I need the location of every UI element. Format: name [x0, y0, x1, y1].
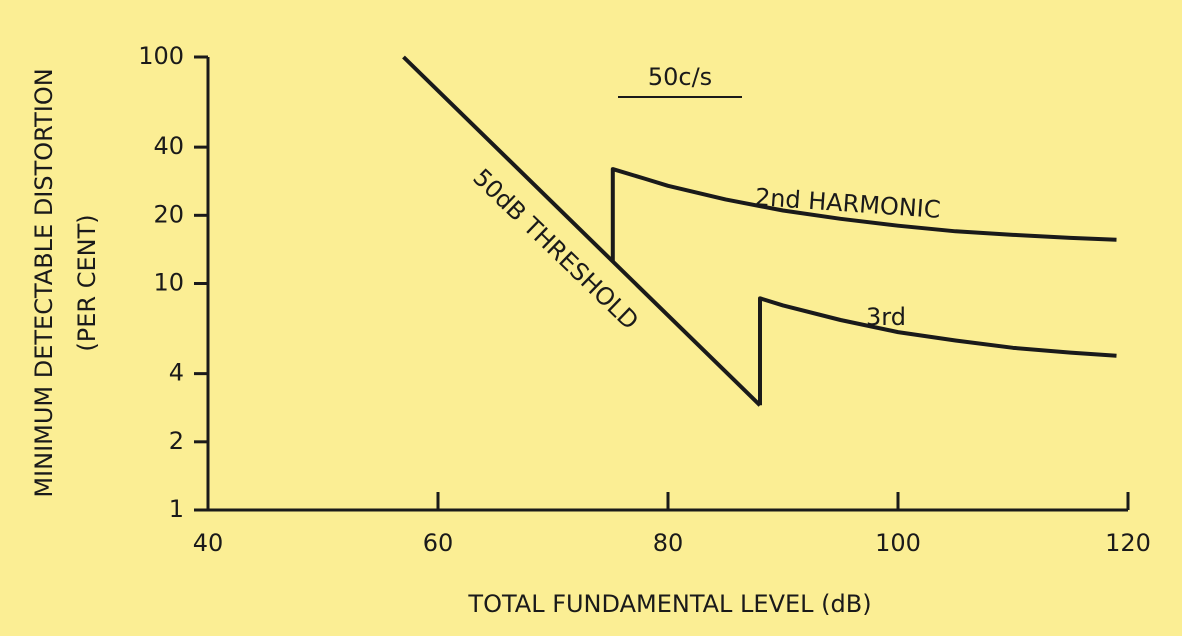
y-tick-label: 20	[153, 200, 184, 228]
y-tick-label: 1	[169, 495, 184, 523]
line	[758, 296, 1117, 406]
y-tick-label: 4	[169, 359, 184, 387]
x-tick-label: 40	[193, 529, 224, 557]
x-tick-label: 80	[653, 529, 684, 557]
y-tick-label: 100	[138, 42, 184, 70]
series-label: 50dB THRESHOLD	[467, 163, 644, 335]
series-label: 3rd	[866, 303, 906, 331]
x-tick-label: 120	[1105, 529, 1151, 557]
x-tick-label: 100	[875, 529, 921, 557]
subtitle: 50c/s	[648, 63, 712, 91]
y-tick-label: 2	[169, 427, 184, 455]
y-axis-label: MINIMUM DETECTABLE DISTORTION	[30, 68, 58, 497]
x-axis-label: TOTAL FUNDAMENTAL LEVEL (dB)	[467, 590, 871, 618]
y-tick-label: 10	[153, 269, 184, 297]
line	[402, 55, 762, 407]
x-tick-label: 60	[423, 529, 454, 557]
y-axis-label: (PER CENT)	[73, 214, 101, 351]
y-tick-label: 40	[153, 132, 184, 160]
line	[610, 167, 1117, 262]
